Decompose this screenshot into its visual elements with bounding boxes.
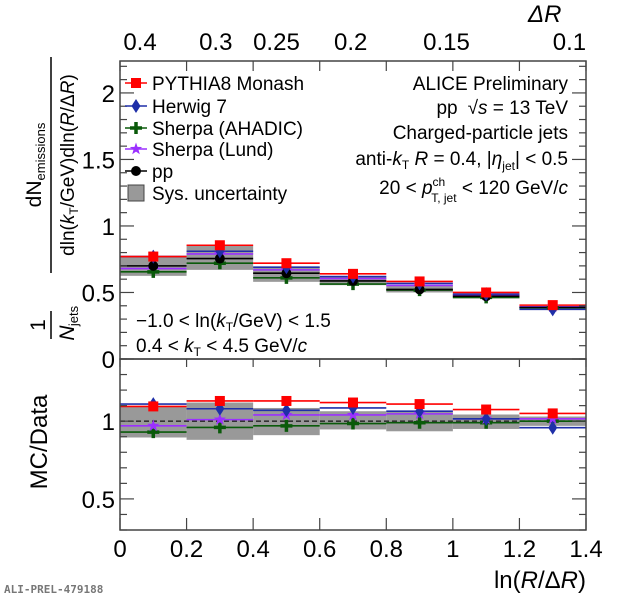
legend-marker-star-icon — [129, 142, 143, 155]
ylabel-njets: N — [56, 325, 79, 341]
legend-label: Herwig 7 — [152, 97, 227, 118]
upper-y-tick-label: 1.5 — [82, 147, 115, 174]
legend-sys-box-icon — [127, 184, 145, 202]
info-alice-preliminary: ALICE Preliminary — [413, 74, 569, 95]
legend-entry: pp — [125, 162, 173, 183]
legend-entry: PYTHIA8 Monash — [125, 74, 304, 95]
ratio-data-point — [148, 401, 159, 412]
x-axis-title: ln(R/ΔR) — [494, 567, 586, 594]
ratio-data-point — [213, 421, 226, 434]
upper-data-point — [281, 258, 292, 269]
upper-data-point — [214, 253, 225, 264]
x-tick-label: 0.6 — [303, 536, 336, 563]
axis-ticks — [119, 61, 587, 531]
upper-y-axis-title: 1 N jets dNemissions dln(kT/GeV)dln(R/ΔR… — [23, 57, 81, 341]
ratio-data-point — [347, 417, 359, 430]
x-tick-label: 1.4 — [569, 536, 602, 563]
ylabel-njets-sub: jets — [66, 305, 81, 327]
upper-series-layer — [120, 240, 586, 317]
top-axis-title: ΔR — [527, 1, 561, 28]
legend-entry: Sherpa (AHADIC) — [125, 119, 303, 140]
ratio-data-point — [214, 395, 225, 406]
legend-marker-cross-icon — [130, 122, 142, 134]
kt-range-line-1: −1.0 < ln(kT/GeV) < 1.5 — [136, 311, 331, 334]
kt-range-annotation: −1.0 < ln(kT/GeV) < 1.5 0.4 < kT < 4.5 G… — [136, 311, 331, 359]
upper-data-point — [481, 287, 492, 298]
ratio-data-point — [213, 413, 226, 425]
ratio-data-point — [548, 420, 558, 435]
ratio-frame — [119, 358, 587, 531]
upper-data-point — [414, 276, 425, 287]
ratio-data-point — [281, 403, 291, 418]
upper-data-point — [547, 300, 558, 311]
upper-data-point — [148, 260, 159, 271]
upper-data-point — [214, 240, 225, 251]
ratio-data-point — [147, 419, 160, 432]
kt-range-line-2: 0.4 < kT < 4.5 GeV/c — [136, 336, 308, 359]
watermark: ALI-PREL-479188 — [4, 583, 103, 596]
legend-label: Sherpa (AHADIC) — [152, 119, 303, 140]
legend-marker-diamond-icon — [131, 99, 141, 113]
info-block: ALICE Preliminary pp √s = 13 TeV Charged-… — [355, 74, 568, 205]
ratio-data-point — [547, 408, 558, 419]
legend-entry-sys: Sys. uncertainty — [127, 184, 288, 205]
info-jet-def: anti-kT R = 0.4, |ηjet| < 0.5 — [355, 149, 568, 173]
top-axis-tick-label: 0.15 — [423, 29, 470, 56]
ratio-y-tick-label: 1 — [102, 409, 115, 436]
x-tick-label: 0 — [113, 536, 126, 563]
upper-data-point — [148, 251, 159, 262]
ylabel-denominator: dln(kT/GeV)dln(R/ΔR) — [58, 74, 81, 256]
x-tick-label: 1.2 — [503, 536, 536, 563]
x-tick-label: 0.2 — [170, 536, 203, 563]
legend-marker-circle-icon — [131, 166, 141, 176]
top-axis-tick-label: 0.25 — [253, 29, 300, 56]
legend-label: PYTHIA8 Monash — [152, 74, 304, 95]
ratio-y-axis-title: MC/Data — [26, 394, 53, 489]
x-tick-label: 1 — [446, 536, 459, 563]
top-axis-tick-label: 0.4 — [123, 29, 156, 56]
info-pt-range: 20 < pch T, jet < 120 GeV/c — [379, 175, 568, 205]
ratio-data-point — [348, 397, 358, 408]
ratio-data-point — [281, 395, 292, 406]
ratio-y-tick-label: 0.5 — [82, 487, 115, 514]
legend-label: Sherpa (Lund) — [152, 140, 273, 161]
legend-label: Sys. uncertainty — [152, 184, 288, 205]
upper-data-point — [348, 268, 358, 279]
upper-y-tick-label: 2 — [102, 81, 115, 108]
legend-entry: Sherpa (Lund) — [125, 140, 273, 161]
ratio-data-point — [481, 404, 492, 415]
ratio-data-point — [481, 411, 491, 426]
legend-marker-square-icon — [131, 78, 141, 88]
top-axis-tick-label: 0.1 — [553, 29, 586, 56]
legend-label: pp — [152, 162, 173, 183]
info-jets: Charged-particle jets — [393, 123, 568, 144]
ratio-series-layer — [120, 395, 586, 439]
legend-entry: Herwig 7 — [125, 97, 227, 118]
upper-y-tick-label: 0 — [102, 347, 115, 374]
upper-y-tick-label: 1 — [102, 214, 115, 241]
ylabel-one: 1 — [27, 319, 50, 331]
info-collision: pp √s = 13 TeV — [436, 98, 568, 119]
ratio-data-point — [413, 416, 426, 429]
top-axis-tick-label: 0.3 — [199, 29, 232, 56]
x-tick-label: 0.8 — [370, 536, 403, 563]
upper-y-tick-label: 0.5 — [82, 280, 115, 307]
x-tick-label: 0.4 — [236, 536, 269, 563]
axis-tick-labels: 0 0.5 1 1.5 2 0.5 1 0 0.2 0.4 0.6 0.8 1 1.2 1.4 0.4 0.3 0… — [82, 29, 603, 563]
top-axis-tick-label: 0.2 — [334, 29, 367, 56]
ylabel-numerator: dNemissions — [23, 122, 48, 207]
axes-frames — [119, 60, 587, 531]
ratio-data-point — [280, 419, 293, 432]
ratio-data-point — [414, 399, 425, 410]
